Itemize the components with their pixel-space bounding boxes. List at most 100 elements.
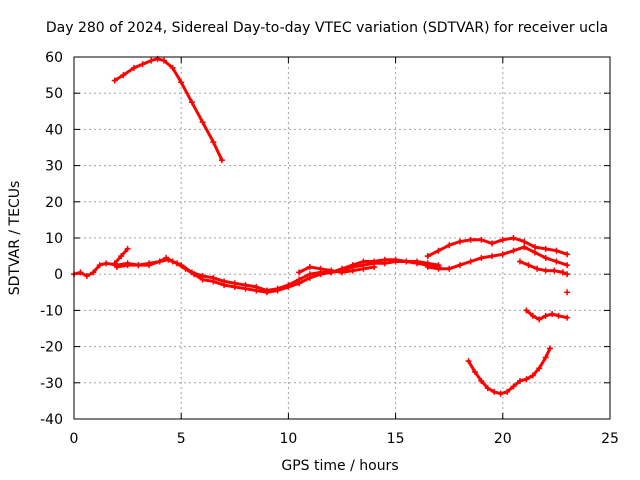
data-point — [148, 57, 155, 64]
series-arc-late-lower — [516, 258, 571, 278]
data-point — [231, 283, 238, 290]
data-point — [169, 64, 176, 71]
data-point — [424, 253, 431, 260]
data-point — [118, 253, 125, 260]
data-point — [516, 258, 523, 265]
data-point — [371, 263, 378, 270]
data-point — [111, 260, 118, 267]
y-tick-label: 40 — [45, 122, 63, 138]
data-point — [489, 253, 496, 260]
data-point — [467, 258, 474, 265]
data-point — [551, 267, 558, 274]
data-point — [96, 262, 103, 269]
data-point — [111, 77, 118, 84]
data-point — [124, 245, 131, 252]
data-point — [553, 258, 560, 265]
data-point — [221, 282, 228, 289]
data-point — [523, 376, 530, 383]
data-point — [456, 238, 463, 245]
data-point — [510, 247, 517, 254]
data-point — [478, 254, 485, 261]
data-point — [90, 269, 97, 276]
data-point — [536, 365, 543, 372]
data-point — [531, 244, 538, 251]
y-tick-label: 30 — [45, 159, 63, 175]
series-arc-rise-fall — [111, 55, 225, 164]
data-point — [478, 236, 485, 243]
data-point — [531, 249, 538, 256]
data-point — [120, 72, 127, 79]
data-point — [467, 236, 474, 243]
data-point — [549, 311, 556, 318]
data-point — [156, 258, 163, 265]
y-tick-label: 10 — [45, 231, 63, 247]
y-tick-label: 0 — [54, 267, 63, 283]
y-tick-label: -10 — [40, 303, 63, 319]
chart-title: Day 280 of 2024, Sidereal Day-to-day VTE… — [46, 20, 608, 36]
data-point — [191, 271, 198, 278]
series-arc-main-c — [296, 263, 378, 276]
data-point — [124, 262, 131, 269]
data-point — [564, 289, 571, 296]
data-point — [306, 263, 313, 270]
data-point — [489, 240, 496, 247]
y-tick-label: 50 — [45, 86, 63, 102]
data-point — [360, 265, 367, 272]
data-point — [523, 307, 530, 314]
data-point — [188, 99, 195, 106]
x-tick-label: 0 — [70, 431, 79, 447]
y-tick-label: -30 — [40, 376, 63, 392]
data-point — [199, 119, 206, 126]
data-point — [414, 260, 421, 267]
x-tick-label: 20 — [494, 431, 512, 447]
data-point — [218, 157, 225, 164]
data-point — [510, 235, 517, 241]
data-point — [285, 283, 292, 290]
data-point — [424, 263, 431, 270]
data-point — [242, 285, 249, 292]
data-point — [131, 64, 138, 71]
data-point — [317, 265, 324, 272]
data-point — [274, 287, 281, 294]
data-point — [182, 265, 189, 272]
data-point — [542, 312, 549, 319]
data-point — [103, 260, 110, 267]
data-point — [371, 258, 378, 265]
x-tick-label: 15 — [387, 431, 405, 447]
data-point — [263, 289, 270, 296]
data-point — [349, 262, 356, 269]
plot-frame — [73, 56, 611, 420]
data-point — [210, 278, 217, 285]
data-point — [491, 388, 498, 395]
data-point — [559, 269, 566, 276]
data-point — [497, 390, 504, 397]
data-point — [199, 276, 206, 283]
series-line — [467, 346, 552, 396]
data-point — [328, 267, 335, 274]
data-point — [525, 262, 532, 269]
data-point — [534, 265, 541, 272]
data-point — [161, 57, 168, 64]
data-point — [113, 263, 120, 270]
data-point — [139, 61, 146, 68]
data-point — [564, 262, 571, 269]
data-point — [77, 269, 84, 276]
data-point — [392, 256, 399, 263]
series-arc-spike — [111, 245, 131, 267]
data-point — [542, 354, 549, 361]
data-point — [381, 256, 388, 263]
data-point — [510, 383, 517, 390]
data-point — [529, 372, 536, 379]
y-axis-label: SDTVAR / TECUs — [7, 181, 23, 296]
data-point — [564, 271, 571, 278]
data-point — [403, 258, 410, 265]
y-tick-label: 60 — [45, 50, 63, 66]
data-point — [173, 260, 180, 267]
data-point — [499, 236, 506, 243]
data-point — [435, 247, 442, 254]
data-point — [564, 251, 571, 258]
tick-labels: 0 5 10 15 20 25 -40 -30 -20 -10 0 10 20 30 40 50 60 — [40, 50, 619, 447]
data-point — [499, 251, 506, 258]
